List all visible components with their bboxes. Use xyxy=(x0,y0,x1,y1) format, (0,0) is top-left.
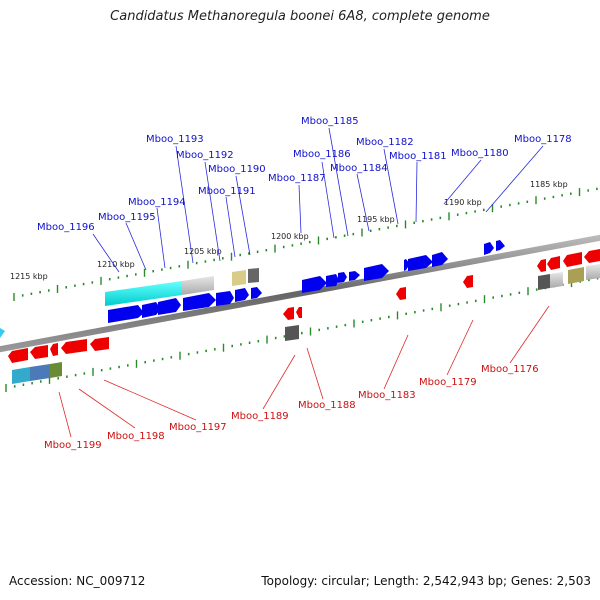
scale-label: 1215 kbp xyxy=(10,272,48,281)
gene-arrow[interactable] xyxy=(484,242,494,255)
genome-backbone xyxy=(0,234,600,353)
gene-arrow[interactable] xyxy=(349,271,360,281)
gene-arrow[interactable] xyxy=(142,302,161,318)
gene-arrow[interactable] xyxy=(8,348,28,363)
gene-label-mboo-1198[interactable]: Mboo_1198 xyxy=(107,431,165,442)
scale-label: 1200 kbp xyxy=(271,232,309,241)
forward-label-leaders xyxy=(92,127,544,273)
gene-label-mboo-1178[interactable]: Mboo_1178 xyxy=(514,134,572,145)
scale-label: 1185 kbp xyxy=(530,180,568,189)
gene-label-mboo-1195[interactable]: Mboo_1195 xyxy=(98,212,156,223)
gene-arrow[interactable] xyxy=(584,249,600,263)
feature-block[interactable] xyxy=(0,328,5,338)
gene-arrow[interactable] xyxy=(216,291,234,306)
gene-arrow[interactable] xyxy=(235,288,249,302)
gene-arrow[interactable] xyxy=(326,274,339,287)
gene-arrow[interactable] xyxy=(338,272,347,283)
feature-block[interactable] xyxy=(285,325,299,341)
gene-arrow[interactable] xyxy=(158,298,181,315)
gene-arrow[interactable] xyxy=(108,305,144,323)
gene-arrow[interactable] xyxy=(302,276,327,293)
gene-arrow[interactable] xyxy=(61,339,87,354)
gene-arrow[interactable] xyxy=(563,252,582,267)
gene-arrow[interactable] xyxy=(30,345,48,359)
gene-label-mboo-1184[interactable]: Mboo_1184 xyxy=(330,163,388,174)
feature-block[interactable] xyxy=(105,281,182,306)
reverse-gene-track xyxy=(8,249,600,363)
feature-block[interactable] xyxy=(568,267,584,284)
gene-label-mboo-1179[interactable]: Mboo_1179 xyxy=(419,377,477,388)
reverse-feature-track xyxy=(0,264,600,384)
gene-arrow[interactable] xyxy=(547,256,560,270)
map-title: Candidatus Methanoregula boonei 6A8, com… xyxy=(110,9,490,24)
gene-arrow[interactable] xyxy=(537,259,546,272)
feature-block[interactable] xyxy=(50,362,62,378)
scale-label: 1205 kbp xyxy=(184,247,222,256)
forward-gene-track xyxy=(108,240,505,323)
gene-arrow[interactable] xyxy=(90,337,109,351)
feature-block[interactable] xyxy=(586,264,600,280)
gene-arrow[interactable] xyxy=(183,293,216,311)
gene-label-mboo-1187[interactable]: Mboo_1187 xyxy=(268,173,326,184)
gene-arrow[interactable] xyxy=(496,240,505,251)
reverse-label-leaders xyxy=(58,305,550,438)
gene-arrow[interactable] xyxy=(463,275,473,288)
gene-label-mboo-1197[interactable]: Mboo_1197 xyxy=(169,422,227,433)
gene-label-mboo-1181[interactable]: Mboo_1181 xyxy=(389,151,447,162)
gene-arrow[interactable] xyxy=(364,264,389,281)
gene-arrow[interactable] xyxy=(296,307,302,318)
gene-label-mboo-1189[interactable]: Mboo_1189 xyxy=(231,411,289,422)
feature-block[interactable] xyxy=(12,367,30,384)
feature-block[interactable] xyxy=(550,272,563,288)
feature-block[interactable] xyxy=(182,276,214,295)
accession-text: Accession: NC_009712 xyxy=(9,574,146,588)
feature-block[interactable] xyxy=(232,270,246,286)
feature-block[interactable] xyxy=(30,364,50,381)
gene-label-mboo-1199[interactable]: Mboo_1199 xyxy=(44,440,102,451)
gene-arrow[interactable] xyxy=(283,307,294,320)
scale-labels: 1185 kbp 1190 kbp 1195 kbp 1200 kbp 1205… xyxy=(10,180,568,281)
gene-arrow[interactable] xyxy=(404,259,410,271)
gene-label-mboo-1190[interactable]: Mboo_1190 xyxy=(208,164,266,175)
gene-label-mboo-1191[interactable]: Mboo_1191 xyxy=(198,186,256,197)
gene-arrow[interactable] xyxy=(408,255,433,271)
gene-label-mboo-1176[interactable]: Mboo_1176 xyxy=(481,364,539,375)
gene-label-mboo-1186[interactable]: Mboo_1186 xyxy=(293,149,351,160)
gene-label-mboo-1194[interactable]: Mboo_1194 xyxy=(128,197,186,208)
gene-arrow[interactable] xyxy=(251,287,262,299)
gene-label-mboo-1193[interactable]: Mboo_1193 xyxy=(146,134,204,145)
gene-label-mboo-1182[interactable]: Mboo_1182 xyxy=(356,137,414,148)
gene-label-mboo-1192[interactable]: Mboo_1192 xyxy=(176,150,234,161)
gene-arrow[interactable] xyxy=(432,252,448,267)
scale-label: 1195 kbp xyxy=(357,215,395,224)
gene-label-mboo-1180[interactable]: Mboo_1180 xyxy=(451,148,509,159)
scale-label: 1210 kbp xyxy=(97,260,135,269)
forward-tick-track xyxy=(13,187,598,301)
gene-label-mboo-1188[interactable]: Mboo_1188 xyxy=(298,400,356,411)
scale-label: 1190 kbp xyxy=(444,198,482,207)
feature-block[interactable] xyxy=(248,268,259,283)
forward-feature-track xyxy=(105,268,259,306)
gene-arrow[interactable] xyxy=(50,343,58,356)
feature-block[interactable] xyxy=(538,274,550,290)
gene-label-mboo-1196[interactable]: Mboo_1196 xyxy=(37,222,95,233)
forward-gene-labels: Mboo_1178 Mboo_1180 Mboo_1181 Mboo_1182 … xyxy=(37,116,572,233)
genome-summary-text: Topology: circular; Length: 2,542,943 bp… xyxy=(261,574,591,588)
gene-label-mboo-1183[interactable]: Mboo_1183 xyxy=(358,390,416,401)
gene-arrow[interactable] xyxy=(396,287,406,300)
gene-label-mboo-1185[interactable]: Mboo_1185 xyxy=(301,116,359,127)
reverse-gene-labels: Mboo_1176 Mboo_1179 Mboo_1183 Mboo_1188 … xyxy=(44,364,539,451)
